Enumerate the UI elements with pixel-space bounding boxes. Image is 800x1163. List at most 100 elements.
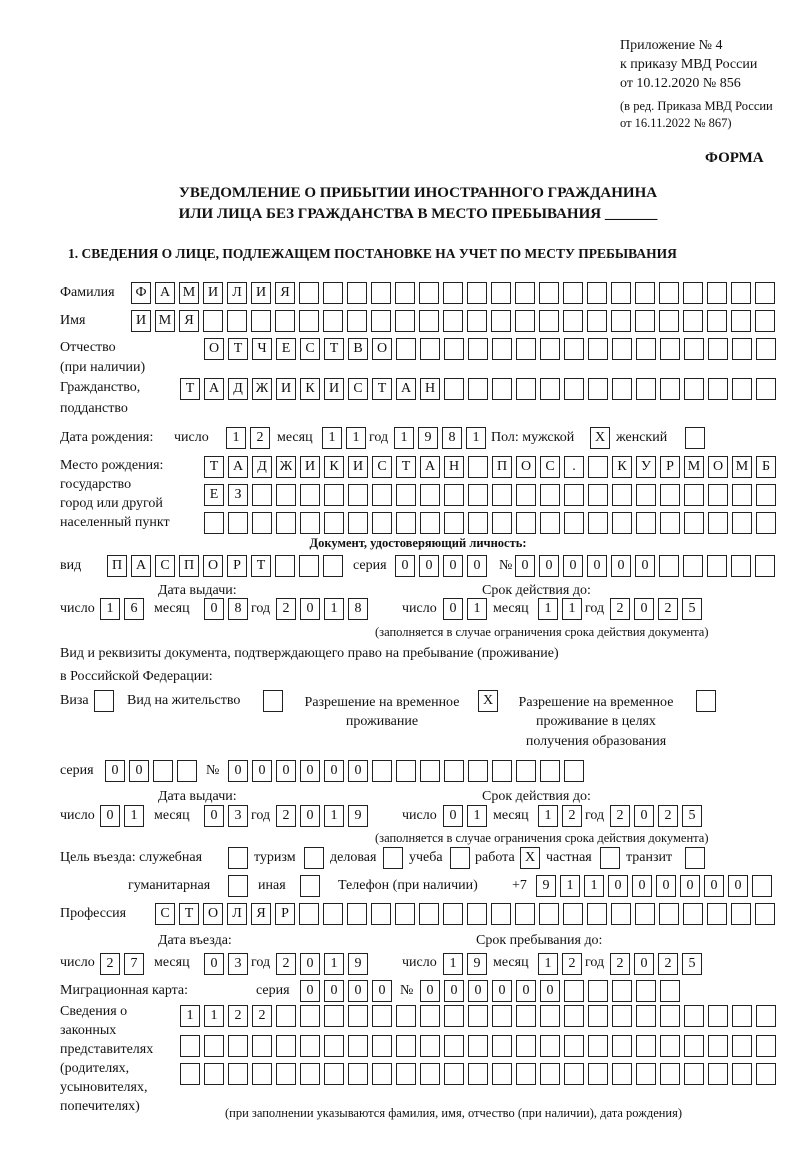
char-box-name[interactable]	[467, 310, 487, 332]
char-box-birth-place-2[interactable]	[756, 484, 776, 506]
char-box-id-valid-year[interactable]: 2	[610, 598, 630, 620]
char-box-birth-place-1[interactable]: Т	[204, 456, 224, 478]
char-box-rep-2[interactable]	[564, 1035, 584, 1057]
char-box-birth-year[interactable]: 8	[442, 427, 462, 449]
char-box-birth-place-1[interactable]: Т	[396, 456, 416, 478]
char-box-birth-place-2[interactable]	[276, 484, 296, 506]
char-box-birth-place-1[interactable]: У	[636, 456, 656, 478]
char-box-stay-number[interactable]	[444, 760, 464, 782]
char-box-rep-3[interactable]	[684, 1063, 704, 1085]
char-box-birth-place-3[interactable]	[732, 512, 752, 534]
char-box-rep-3[interactable]	[468, 1063, 488, 1085]
char-box-id-valid-month[interactable]: 1	[562, 598, 582, 620]
char-box-birth-place-2[interactable]	[684, 484, 704, 506]
char-box-id-kind[interactable]: Р	[227, 555, 247, 577]
char-box-profession[interactable]: Р	[275, 903, 295, 925]
char-box-profession[interactable]	[563, 903, 583, 925]
char-box-rep-3[interactable]	[276, 1063, 296, 1085]
char-box-id-number[interactable]	[707, 555, 727, 577]
char-box-mig-series[interactable]: 0	[300, 980, 320, 1002]
char-box-stay-until-day[interactable]: 9	[467, 953, 487, 975]
char-box-rep-3[interactable]	[756, 1063, 776, 1085]
char-box-rep-3[interactable]	[252, 1063, 272, 1085]
char-box-birth-place-2[interactable]	[564, 484, 584, 506]
char-box-rep-1[interactable]	[396, 1005, 416, 1027]
char-box-phone[interactable]: 0	[608, 875, 628, 897]
char-box-patronymic[interactable]	[684, 338, 704, 360]
char-box-birth-place-2[interactable]	[516, 484, 536, 506]
char-box-rep-3[interactable]	[612, 1063, 632, 1085]
char-box-profession[interactable]	[587, 903, 607, 925]
char-box-stay-until-month[interactable]: 1	[538, 953, 558, 975]
char-box-birth-place-3[interactable]	[444, 512, 464, 534]
char-box-stay-valid-year[interactable]: 5	[682, 805, 702, 827]
char-box-rep-1[interactable]	[492, 1005, 512, 1027]
char-box-name[interactable]: И	[131, 310, 151, 332]
char-box-surname[interactable]	[683, 282, 703, 304]
char-box-surname[interactable]	[515, 282, 535, 304]
char-box-birth-place-3[interactable]	[300, 512, 320, 534]
checkbox-purpose-business[interactable]	[383, 847, 403, 869]
char-box-stay-number[interactable]	[492, 760, 512, 782]
char-box-stay-number[interactable]	[420, 760, 440, 782]
char-box-entry-month[interactable]: 0	[204, 953, 224, 975]
char-box-rep-3[interactable]	[636, 1063, 656, 1085]
char-box-stay-number[interactable]	[564, 760, 584, 782]
char-box-surname[interactable]	[347, 282, 367, 304]
char-box-profession[interactable]	[611, 903, 631, 925]
char-box-name[interactable]	[227, 310, 247, 332]
char-box-mig-number[interactable]: 0	[516, 980, 536, 1002]
char-box-name[interactable]	[491, 310, 511, 332]
char-box-birth-place-3[interactable]	[636, 512, 656, 534]
char-box-name[interactable]	[635, 310, 655, 332]
char-box-rep-2[interactable]	[420, 1035, 440, 1057]
char-box-citizenship[interactable]: Т	[180, 378, 200, 400]
char-box-mig-number[interactable]: 0	[468, 980, 488, 1002]
char-box-stay-issue-year[interactable]: 1	[324, 805, 344, 827]
char-box-profession[interactable]	[515, 903, 535, 925]
char-box-stay-issue-month[interactable]: 0	[204, 805, 224, 827]
char-box-patronymic[interactable]	[612, 338, 632, 360]
char-box-citizenship[interactable]: Ж	[252, 378, 272, 400]
char-box-birth-place-2[interactable]	[252, 484, 272, 506]
char-box-mig-number[interactable]	[612, 980, 632, 1002]
char-box-citizenship[interactable]: К	[300, 378, 320, 400]
char-box-stay-issue-year[interactable]: 2	[276, 805, 296, 827]
char-box-surname[interactable]: М	[179, 282, 199, 304]
char-box-surname[interactable]	[659, 282, 679, 304]
char-box-phone[interactable]: 0	[680, 875, 700, 897]
char-box-citizenship[interactable]: Д	[228, 378, 248, 400]
char-box-birth-place-3[interactable]	[684, 512, 704, 534]
char-box-stay-until-month[interactable]: 2	[562, 953, 582, 975]
char-box-rep-1[interactable]	[612, 1005, 632, 1027]
char-box-phone[interactable]: 0	[656, 875, 676, 897]
char-box-birth-place-1[interactable]: П	[492, 456, 512, 478]
char-box-profession[interactable]	[659, 903, 679, 925]
checkbox-purpose-private[interactable]	[600, 847, 620, 869]
char-box-citizenship[interactable]	[636, 378, 656, 400]
char-box-birth-place-3[interactable]	[492, 512, 512, 534]
char-box-name[interactable]	[707, 310, 727, 332]
char-box-profession[interactable]: Л	[227, 903, 247, 925]
char-box-entry-year[interactable]: 2	[276, 953, 296, 975]
char-box-profession[interactable]	[371, 903, 391, 925]
char-box-phone[interactable]: 1	[584, 875, 604, 897]
char-box-patronymic[interactable]: Е	[276, 338, 296, 360]
char-box-rep-2[interactable]	[276, 1035, 296, 1057]
char-box-rep-3[interactable]	[204, 1063, 224, 1085]
char-box-birth-place-3[interactable]	[588, 512, 608, 534]
char-box-id-kind[interactable]: П	[107, 555, 127, 577]
char-box-birth-place-3[interactable]	[540, 512, 560, 534]
char-box-rep-1[interactable]	[540, 1005, 560, 1027]
char-box-birth-place-3[interactable]	[564, 512, 584, 534]
char-box-birth-place-1[interactable]: С	[372, 456, 392, 478]
char-box-id-valid-year[interactable]: 0	[634, 598, 654, 620]
char-box-rep-2[interactable]	[756, 1035, 776, 1057]
char-box-stay-number[interactable]: 0	[348, 760, 368, 782]
char-box-id-issue-day[interactable]: 1	[100, 598, 120, 620]
char-box-profession[interactable]	[323, 903, 343, 925]
char-box-patronymic[interactable]	[636, 338, 656, 360]
char-box-birth-place-1[interactable]: Ж	[276, 456, 296, 478]
char-box-citizenship[interactable]: Т	[372, 378, 392, 400]
char-box-birth-place-3[interactable]	[252, 512, 272, 534]
